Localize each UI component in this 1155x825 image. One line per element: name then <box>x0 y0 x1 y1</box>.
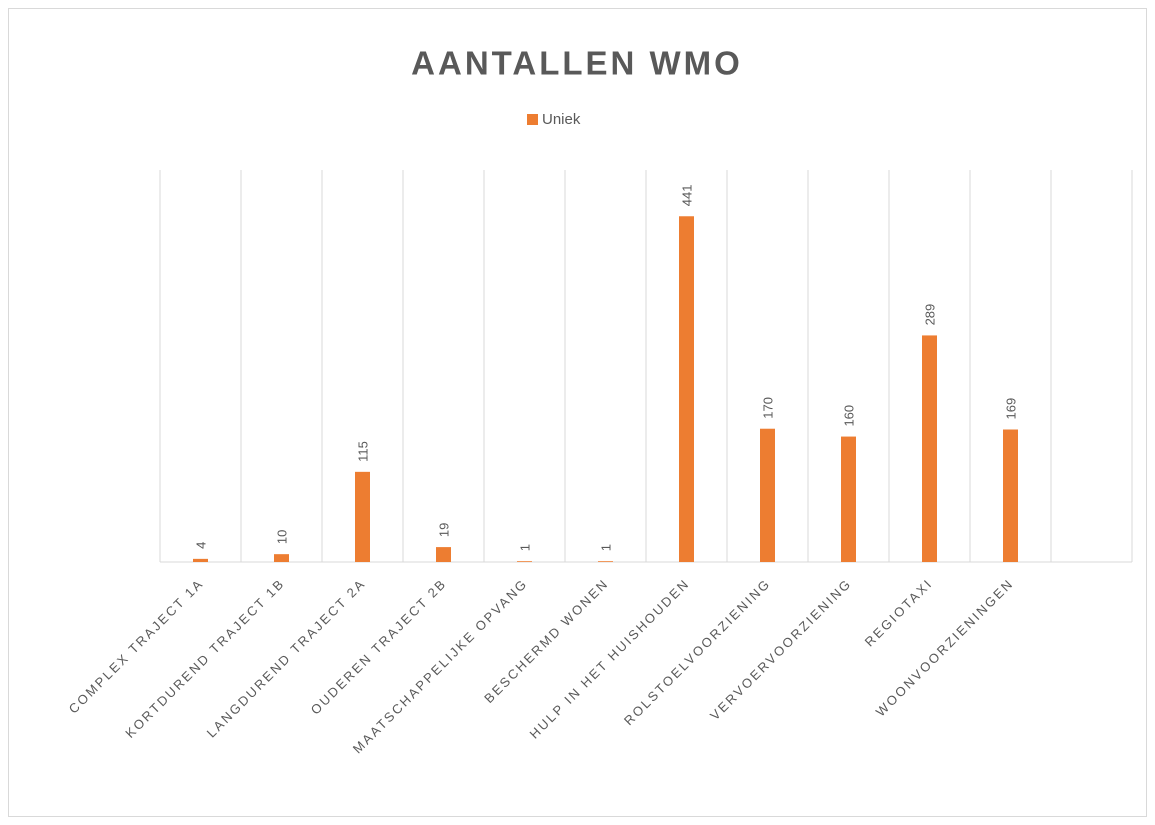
bar <box>193 558 208 562</box>
bar <box>841 436 856 562</box>
chart-title: AANTALLEN WMO <box>411 45 743 82</box>
bar <box>679 216 694 563</box>
bar <box>436 547 451 562</box>
bar <box>598 561 613 562</box>
data-label: 169 <box>1004 398 1019 420</box>
data-label: 1 <box>599 544 614 551</box>
bar <box>1003 429 1018 562</box>
data-label: 441 <box>680 185 695 207</box>
legend-label: Uniek <box>542 111 581 128</box>
bar <box>274 554 289 562</box>
data-label: 4 <box>194 542 209 549</box>
data-label: 19 <box>437 523 452 537</box>
data-label: 170 <box>761 397 776 419</box>
data-label: 10 <box>275 530 290 544</box>
data-label: 160 <box>842 405 857 427</box>
data-label: 1 <box>518 544 533 551</box>
bar <box>760 428 775 562</box>
bar <box>517 561 532 562</box>
data-label: 289 <box>923 304 938 326</box>
bar <box>355 471 370 562</box>
data-label: 115 <box>356 441 371 462</box>
chart-border <box>8 8 1147 817</box>
bar <box>922 335 937 562</box>
legend-swatch <box>527 114 538 125</box>
